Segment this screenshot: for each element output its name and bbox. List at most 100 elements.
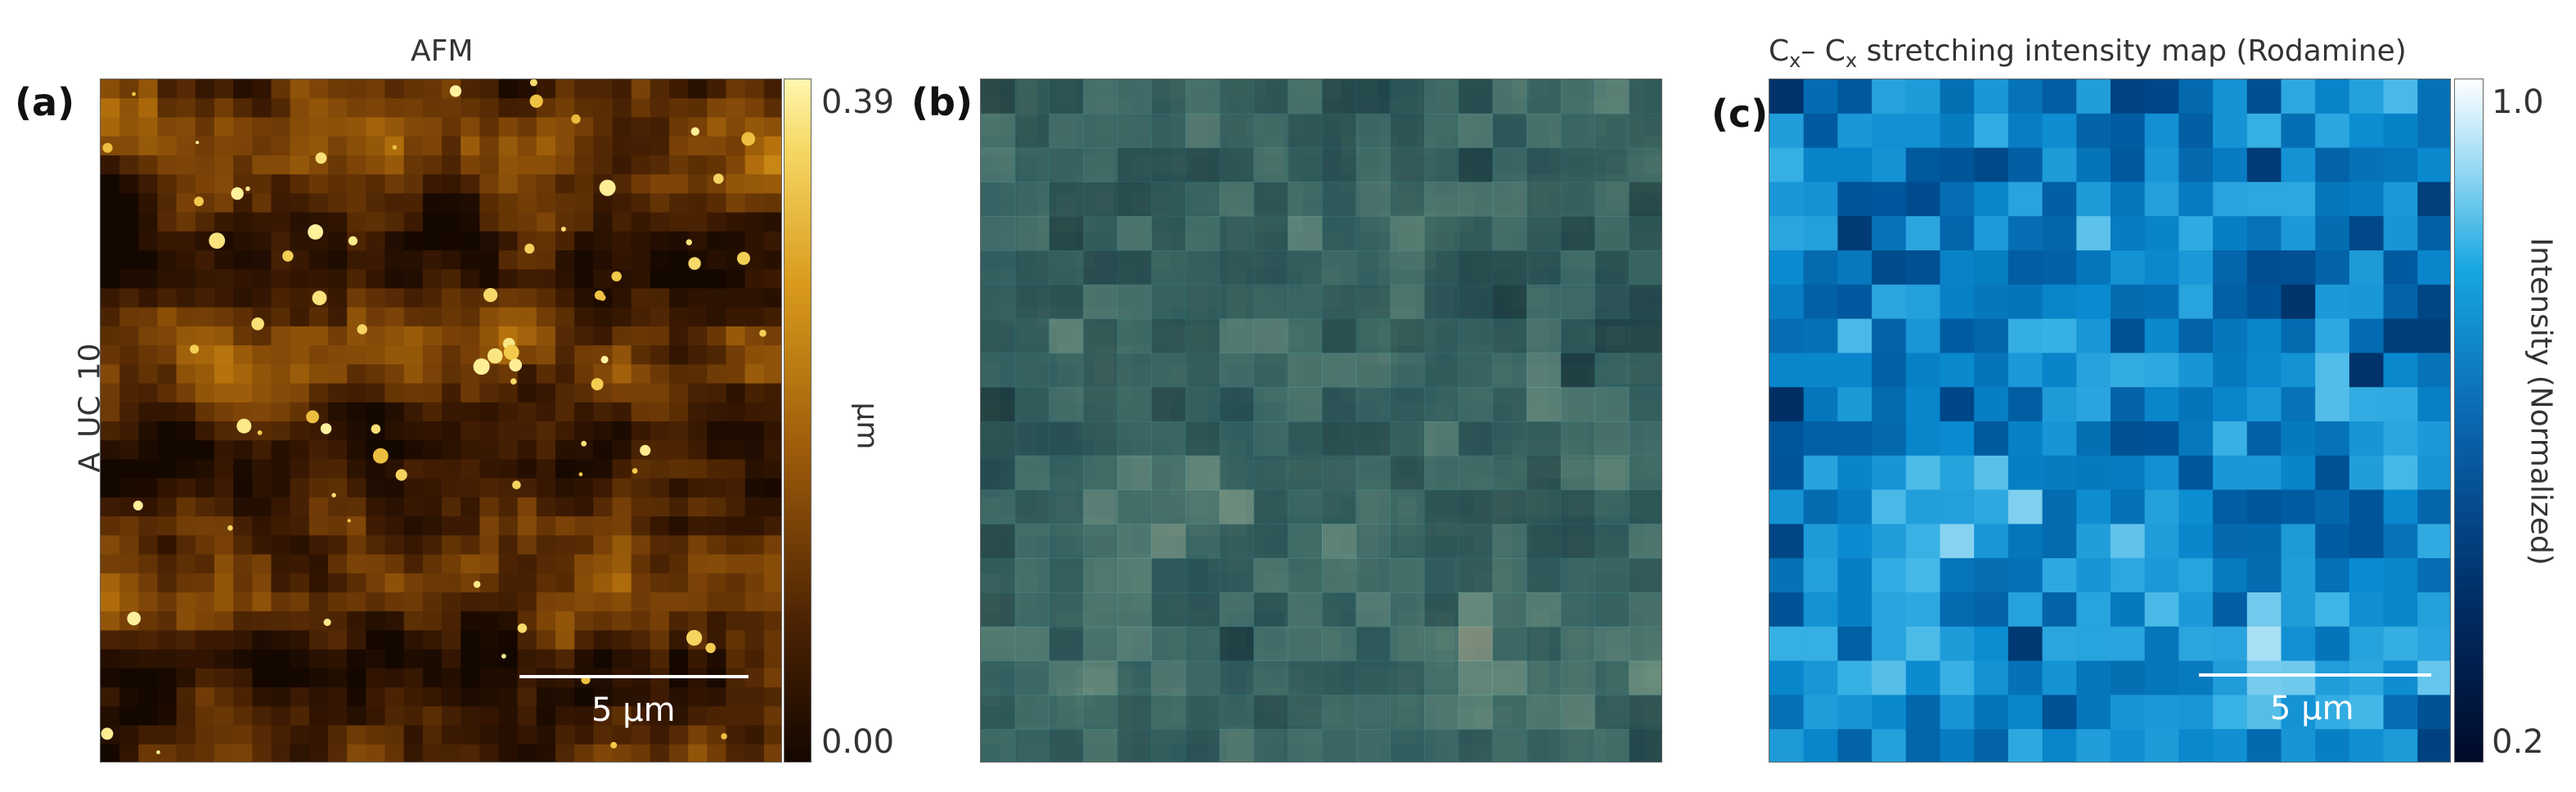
afm-pixel <box>479 402 500 422</box>
afm-pixel <box>631 326 651 346</box>
afm-pixel <box>271 649 291 669</box>
overlay-cell <box>1458 250 1493 286</box>
afm-pixel <box>479 326 500 346</box>
intensity-cell <box>1769 421 1805 457</box>
afm-pixel <box>252 155 272 175</box>
overlay-cell <box>1219 182 1255 217</box>
intensity-cell <box>1837 353 1872 388</box>
overlay-cell <box>1390 284 1425 320</box>
afm-pixel <box>233 573 253 593</box>
afm-pixel <box>517 592 537 612</box>
afm-pixel <box>593 611 614 632</box>
afm-pixel <box>138 421 159 441</box>
afm-pixel <box>138 307 159 327</box>
afm-pixel <box>403 155 424 175</box>
afm-particle <box>517 623 528 633</box>
intensity-cell <box>1837 729 1872 762</box>
intensity-cell <box>1940 353 1975 388</box>
intensity-cell <box>2111 421 2146 457</box>
afm-pixel <box>593 478 614 498</box>
afm-pixel <box>726 383 746 403</box>
afm-pixel <box>328 155 348 175</box>
overlay-cell <box>1219 250 1255 286</box>
afm-pixel <box>763 345 781 365</box>
overlay-cell <box>1083 455 1118 491</box>
afm-pixel <box>612 212 632 232</box>
afm-pixel <box>195 497 215 517</box>
afm-pixel <box>271 174 291 194</box>
afm-pixel <box>308 573 329 593</box>
overlay-cell <box>1083 182 1118 217</box>
afm-pixel <box>195 668 215 688</box>
afm-pixel <box>763 193 781 214</box>
afm-pixel <box>252 516 272 536</box>
overlay-cell <box>1492 353 1527 388</box>
afm-pixel <box>195 459 215 479</box>
afm-pixel <box>650 212 670 232</box>
intensity-cell <box>2111 387 2146 422</box>
afm-pixel <box>631 250 651 270</box>
afm-pixel <box>101 383 120 403</box>
afm-pixel <box>422 136 443 156</box>
afm-pixel <box>366 174 386 194</box>
afm-pixel <box>763 459 781 479</box>
afm-pixel <box>233 364 253 385</box>
overlay-cell <box>1526 182 1562 217</box>
afm-pixel <box>688 288 708 308</box>
intensity-cell <box>2383 284 2418 320</box>
overlay-cell <box>1492 455 1527 491</box>
afm-pixel <box>593 535 614 556</box>
afm-pixel <box>328 592 348 612</box>
afm-pixel <box>612 364 632 385</box>
afm-pixel <box>461 155 480 175</box>
overlay-cell <box>1253 660 1288 695</box>
panel-c-title-rest: stretching intensity map (Rodamine) <box>1857 34 2407 68</box>
afm-pixel <box>574 155 594 175</box>
intensity-cell <box>1769 524 1805 559</box>
afm-pixel <box>101 630 120 650</box>
afm-pixel <box>650 193 670 214</box>
intensity-cell <box>2178 79 2214 115</box>
panel-a-title: AFM <box>411 34 474 68</box>
overlay-cell <box>1219 489 1255 524</box>
afm-pixel <box>498 440 519 461</box>
afm-pixel <box>763 174 781 194</box>
intensity-cell <box>2417 147 2450 182</box>
intensity-cell <box>1905 489 1940 524</box>
afm-pixel <box>669 212 689 232</box>
afm-pixel <box>308 193 329 214</box>
afm-pixel <box>138 573 159 593</box>
intensity-cell <box>2111 147 2146 182</box>
afm-pixel <box>233 706 253 727</box>
afm-pixel <box>308 345 329 365</box>
intensity-cell <box>2213 147 2248 182</box>
afm-pixel <box>176 611 196 632</box>
afm-pixel <box>384 383 405 403</box>
overlay-cell <box>1629 729 1661 762</box>
afm-pixel <box>101 269 120 290</box>
intensity-cell <box>2111 284 2146 320</box>
overlay-cell <box>1322 113 1357 149</box>
overlay-cell <box>1014 421 1050 457</box>
intensity-cell <box>2213 284 2248 320</box>
intensity-cell <box>1769 284 1805 320</box>
afm-pixel <box>138 231 159 251</box>
afm-pixel <box>195 630 215 650</box>
afm-pixel <box>744 231 765 251</box>
afm-pixel <box>138 155 159 175</box>
afm-pixel <box>347 193 366 214</box>
intensity-cell <box>1803 284 1838 320</box>
afm-pixel <box>442 516 461 536</box>
intensity-cell <box>2349 284 2385 320</box>
afm-pixel <box>669 231 689 251</box>
afm-pixel <box>650 592 670 612</box>
afm-pixel <box>442 497 461 517</box>
afm-pixel <box>593 516 614 536</box>
overlay-cell <box>1526 695 1562 730</box>
afm-pixel <box>688 136 708 156</box>
afm-pixel <box>347 136 366 156</box>
afm-pixel <box>366 79 386 99</box>
intensity-cell <box>2007 592 2043 628</box>
overlay-cell <box>1322 216 1357 251</box>
afm-pixel <box>479 573 500 593</box>
